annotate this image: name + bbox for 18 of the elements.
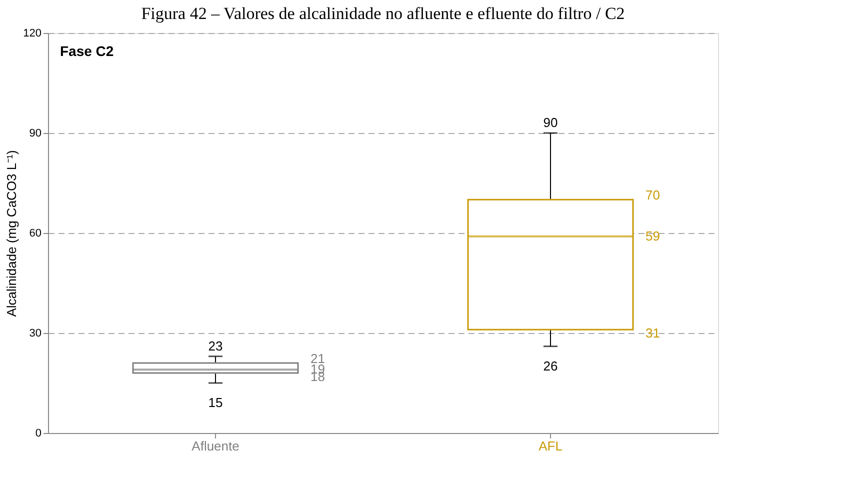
y-tick-label: 0 xyxy=(35,428,42,440)
annotation: 26 xyxy=(543,358,558,374)
annotation: 21 xyxy=(310,351,325,366)
x-tick-label: Afluente xyxy=(192,438,240,454)
chart-title: Figura 42 – Valores de alcalinidade no afluente e efluente do filtro / C2 xyxy=(141,4,625,23)
annotation: 23 xyxy=(208,338,223,354)
annotation: 59 xyxy=(646,228,660,244)
annotation: 31 xyxy=(646,326,660,341)
y-tick-label: 60 xyxy=(29,228,42,240)
y-axis-title: Alcalinidade (mg CaCO3 L⁻¹) xyxy=(4,150,20,317)
annotation: Fase C2 xyxy=(60,43,114,59)
annotation: 90 xyxy=(543,115,558,130)
x-tick-label: AFL xyxy=(538,438,562,454)
annotation: 70 xyxy=(646,188,660,203)
annotation: 15 xyxy=(208,395,223,410)
y-tick-label: 90 xyxy=(29,128,42,140)
y-tick-label: 120 xyxy=(23,28,42,40)
y-tick-label: 30 xyxy=(29,328,42,340)
